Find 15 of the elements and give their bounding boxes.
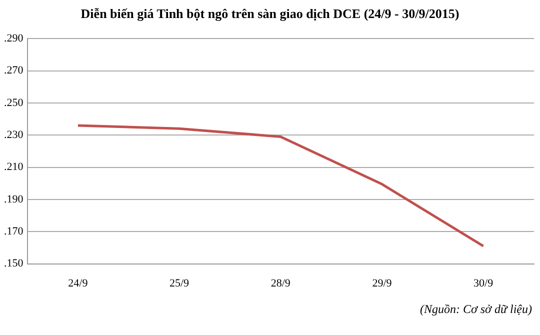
y-tick-label: .170: [4, 226, 24, 238]
y-tick-label: .190: [4, 193, 24, 206]
y-tick-label: .290: [4, 32, 24, 44]
y-tick-label: .210: [4, 161, 24, 174]
y-tick-label: .250: [4, 96, 24, 109]
x-tick-label: 24/9: [68, 277, 88, 290]
y-tick-label: .230: [4, 129, 24, 142]
x-tick-label: 28/9: [270, 277, 291, 290]
x-tick-label: 25/9: [169, 277, 190, 290]
x-tick-label: 30/9: [474, 277, 494, 290]
y-tick-label: .270: [4, 64, 24, 77]
text: (Nguồn: Cơ sở dữ liệu): [420, 302, 532, 317]
y-tick-label: .150: [4, 258, 24, 270]
x-tick-label: 29/9: [372, 277, 392, 290]
chart-title: Diễn biến giá Tinh bột ngô trên sàn giao dịch DCE (24/9 - 30/9/2015): [80, 6, 460, 22]
